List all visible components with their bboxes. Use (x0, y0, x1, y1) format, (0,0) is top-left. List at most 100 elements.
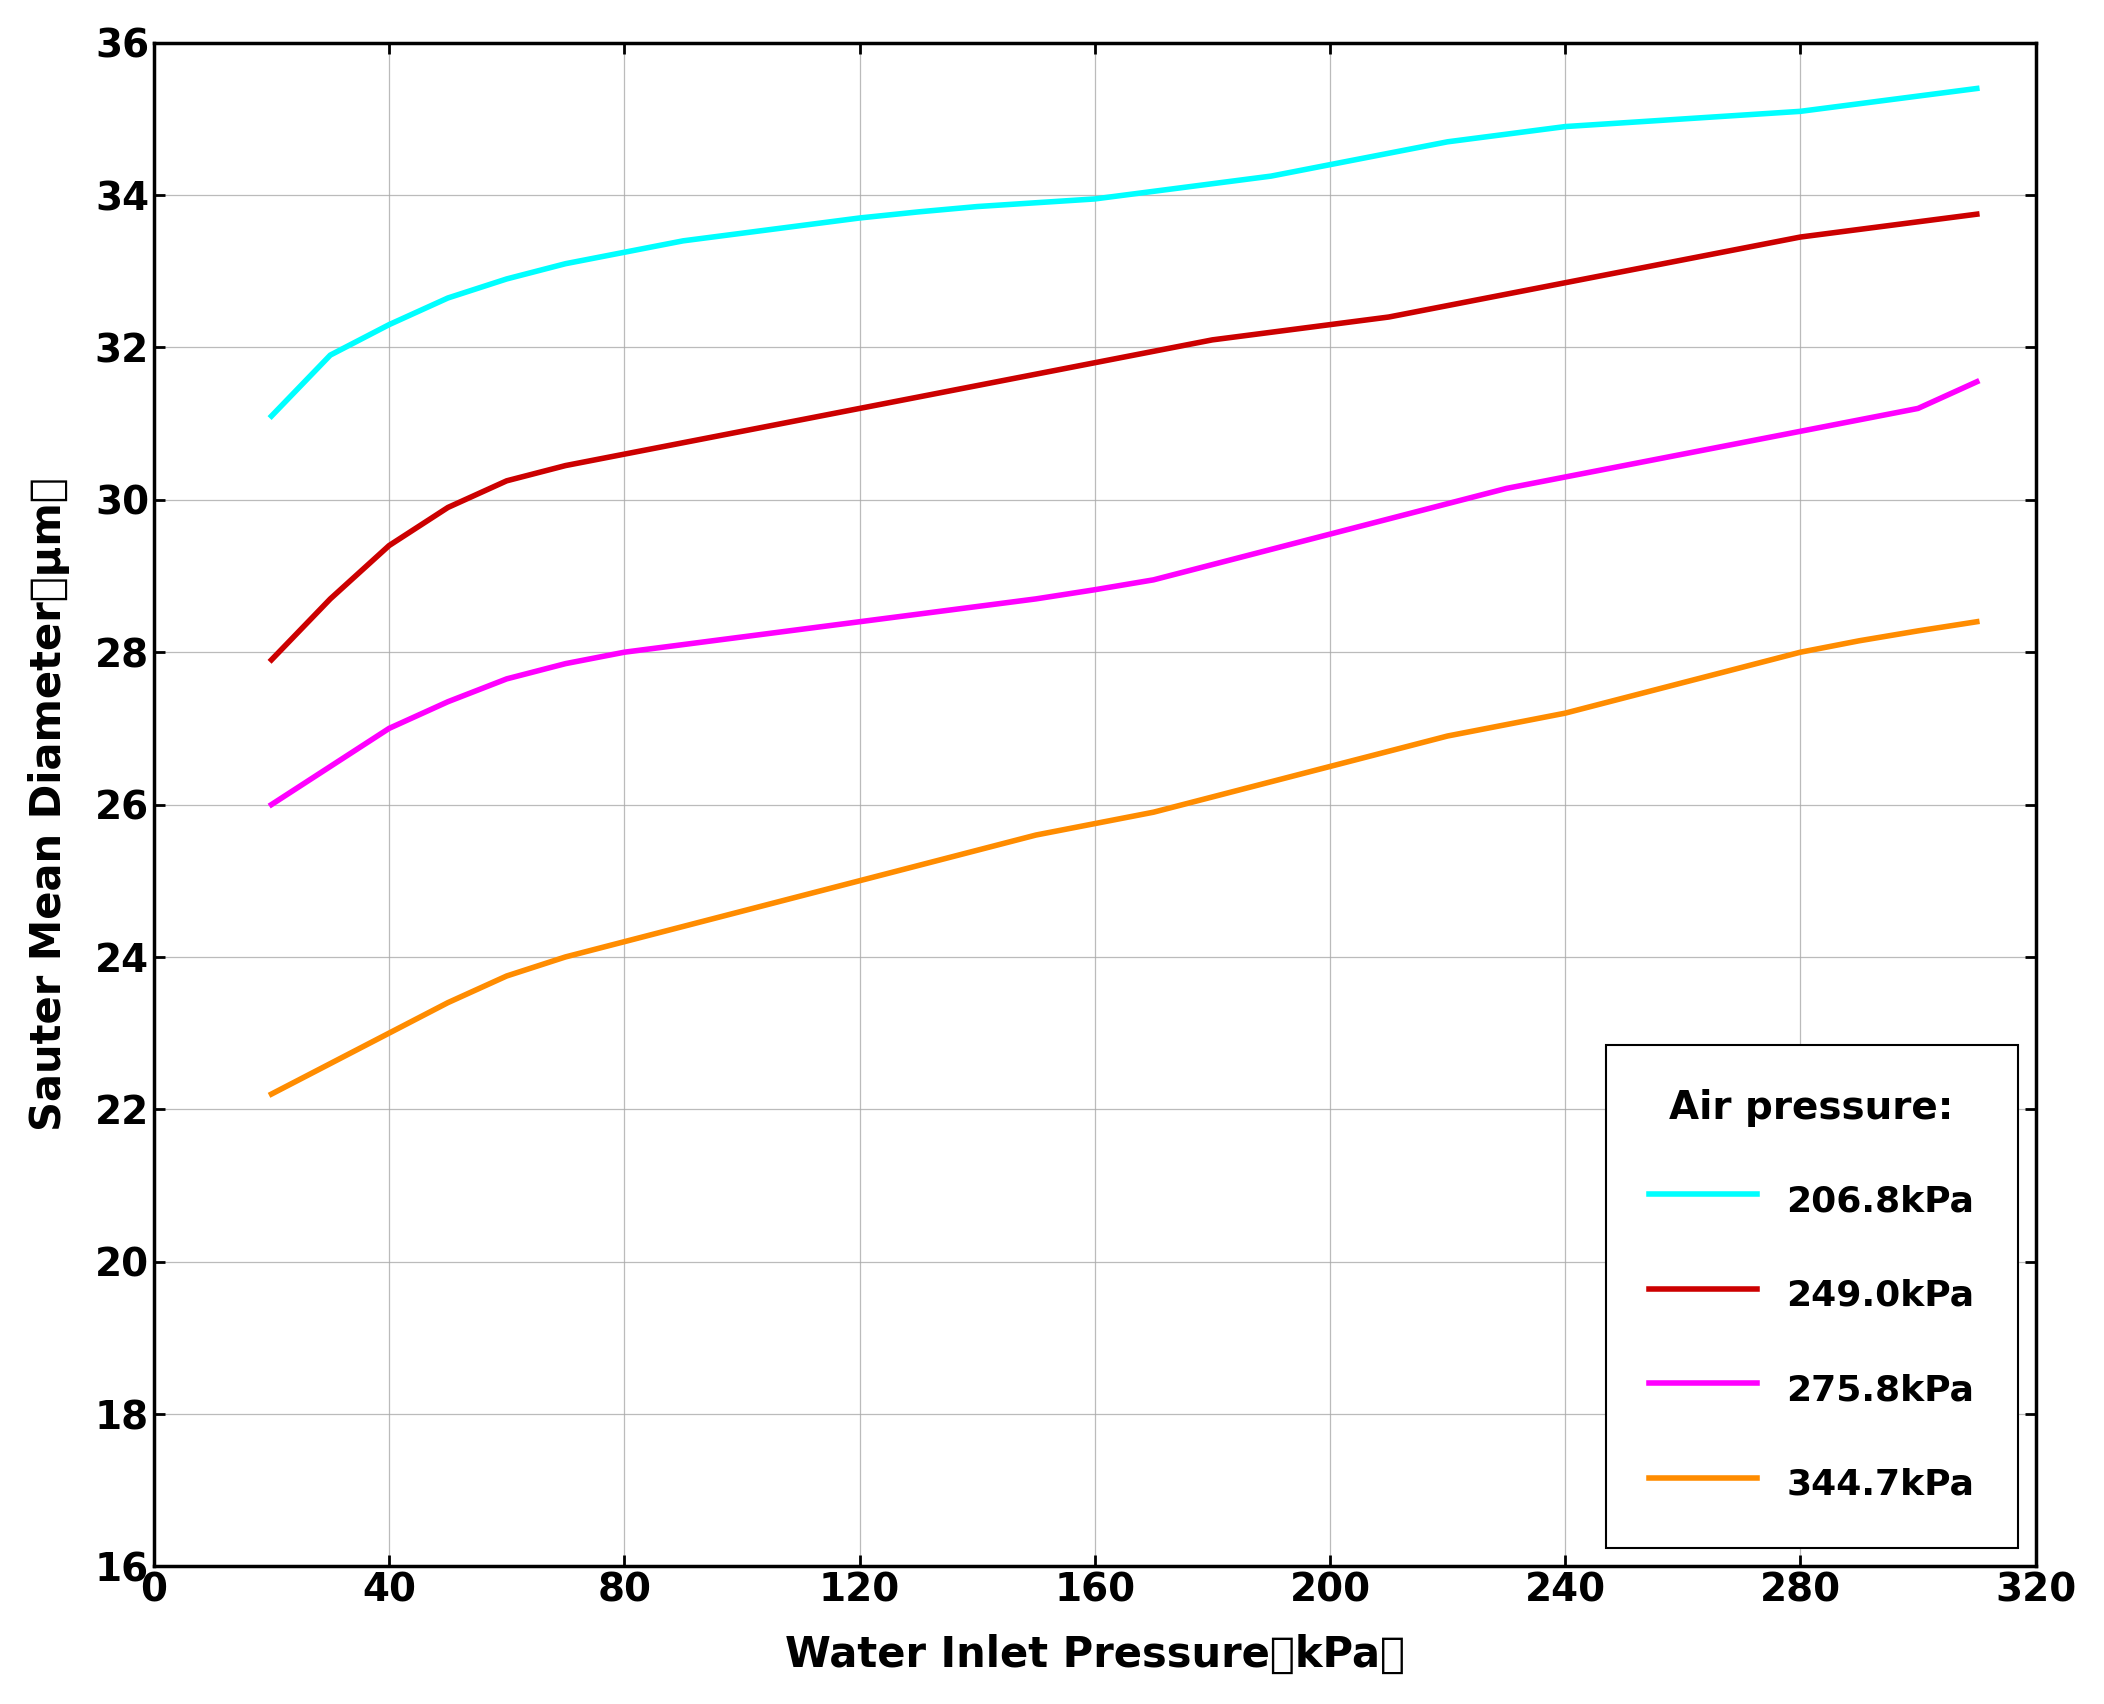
249.0kPa (553, 455, 579, 475)
275.8kPa (553, 653, 579, 673)
275.8kPa (1199, 554, 1225, 574)
206.8kPa (553, 254, 579, 274)
206.8kPa (789, 215, 814, 235)
344.7kPa (1612, 688, 1637, 709)
275.8kPa (1906, 399, 1931, 419)
344.7kPa (1553, 704, 1578, 724)
275.8kPa (377, 717, 402, 738)
249.0kPa (789, 409, 814, 429)
275.8kPa (436, 692, 461, 712)
275.8kPa (494, 668, 520, 688)
275.8kPa (1317, 523, 1342, 544)
344.7kPa (1258, 772, 1283, 792)
Y-axis label: Sauter Mean Diameter（μm）: Sauter Mean Diameter（μm） (27, 477, 69, 1131)
249.0kPa (671, 433, 696, 453)
206.8kPa (905, 201, 930, 222)
275.8kPa (1435, 494, 1460, 515)
206.8kPa (1199, 174, 1225, 194)
206.8kPa (1494, 124, 1519, 145)
249.0kPa (1494, 285, 1519, 305)
249.0kPa (1671, 250, 1696, 271)
Line: 275.8kPa: 275.8kPa (271, 382, 1978, 804)
344.7kPa (671, 917, 696, 937)
344.7kPa (1906, 620, 1931, 641)
206.8kPa (1140, 181, 1166, 201)
249.0kPa (377, 535, 402, 556)
206.8kPa (494, 269, 520, 290)
X-axis label: Water Inlet Pressure（kPa）: Water Inlet Pressure（kPa） (785, 1634, 1405, 1677)
275.8kPa (612, 642, 638, 663)
344.7kPa (1081, 813, 1107, 833)
275.8kPa (1553, 467, 1578, 487)
344.7kPa (730, 901, 755, 922)
249.0kPa (1729, 239, 1755, 259)
249.0kPa (1081, 353, 1107, 373)
344.7kPa (377, 1022, 402, 1043)
344.7kPa (1435, 726, 1460, 746)
206.8kPa (377, 315, 402, 336)
275.8kPa (1847, 409, 1873, 429)
344.7kPa (1965, 612, 1990, 632)
206.8kPa (1435, 131, 1460, 152)
344.7kPa (1729, 658, 1755, 678)
249.0kPa (318, 588, 343, 608)
275.8kPa (1376, 509, 1401, 530)
275.8kPa (318, 757, 343, 777)
344.7kPa (905, 855, 930, 876)
275.8kPa (1788, 421, 1814, 441)
275.8kPa (1494, 479, 1519, 499)
206.8kPa (1729, 106, 1755, 126)
249.0kPa (848, 399, 873, 419)
249.0kPa (1376, 307, 1401, 327)
206.8kPa (671, 230, 696, 250)
206.8kPa (1258, 165, 1283, 186)
Legend: 206.8kPa, 249.0kPa, 275.8kPa, 344.7kPa: 206.8kPa, 249.0kPa, 275.8kPa, 344.7kPa (1605, 1045, 2018, 1549)
249.0kPa (612, 445, 638, 465)
206.8kPa (730, 223, 755, 244)
249.0kPa (964, 375, 989, 395)
206.8kPa (318, 344, 343, 365)
344.7kPa (612, 932, 638, 953)
275.8kPa (1729, 433, 1755, 453)
344.7kPa (789, 886, 814, 907)
249.0kPa (1553, 273, 1578, 293)
Line: 344.7kPa: 344.7kPa (271, 622, 1978, 1094)
275.8kPa (259, 794, 284, 815)
344.7kPa (318, 1053, 343, 1074)
206.8kPa (1376, 143, 1401, 164)
249.0kPa (730, 421, 755, 441)
344.7kPa (1671, 673, 1696, 694)
249.0kPa (436, 498, 461, 518)
249.0kPa (905, 387, 930, 407)
275.8kPa (848, 612, 873, 632)
344.7kPa (1376, 741, 1401, 762)
249.0kPa (1258, 322, 1283, 343)
344.7kPa (1023, 825, 1048, 845)
206.8kPa (1847, 94, 1873, 114)
275.8kPa (1081, 579, 1107, 600)
206.8kPa (1081, 189, 1107, 210)
344.7kPa (1317, 757, 1342, 777)
275.8kPa (964, 596, 989, 617)
275.8kPa (1671, 445, 1696, 465)
344.7kPa (553, 947, 579, 968)
249.0kPa (1317, 315, 1342, 336)
206.8kPa (1612, 112, 1637, 133)
206.8kPa (436, 288, 461, 308)
275.8kPa (789, 619, 814, 639)
249.0kPa (1847, 220, 1873, 240)
249.0kPa (1965, 204, 1990, 225)
344.7kPa (1847, 630, 1873, 651)
275.8kPa (1258, 538, 1283, 559)
Line: 206.8kPa: 206.8kPa (271, 89, 1978, 416)
275.8kPa (905, 603, 930, 624)
206.8kPa (1906, 85, 1931, 106)
206.8kPa (259, 406, 284, 426)
206.8kPa (1317, 155, 1342, 176)
344.7kPa (1140, 803, 1166, 823)
249.0kPa (1435, 295, 1460, 315)
275.8kPa (1023, 588, 1048, 608)
344.7kPa (848, 871, 873, 891)
249.0kPa (1906, 211, 1931, 232)
344.7kPa (1199, 787, 1225, 808)
